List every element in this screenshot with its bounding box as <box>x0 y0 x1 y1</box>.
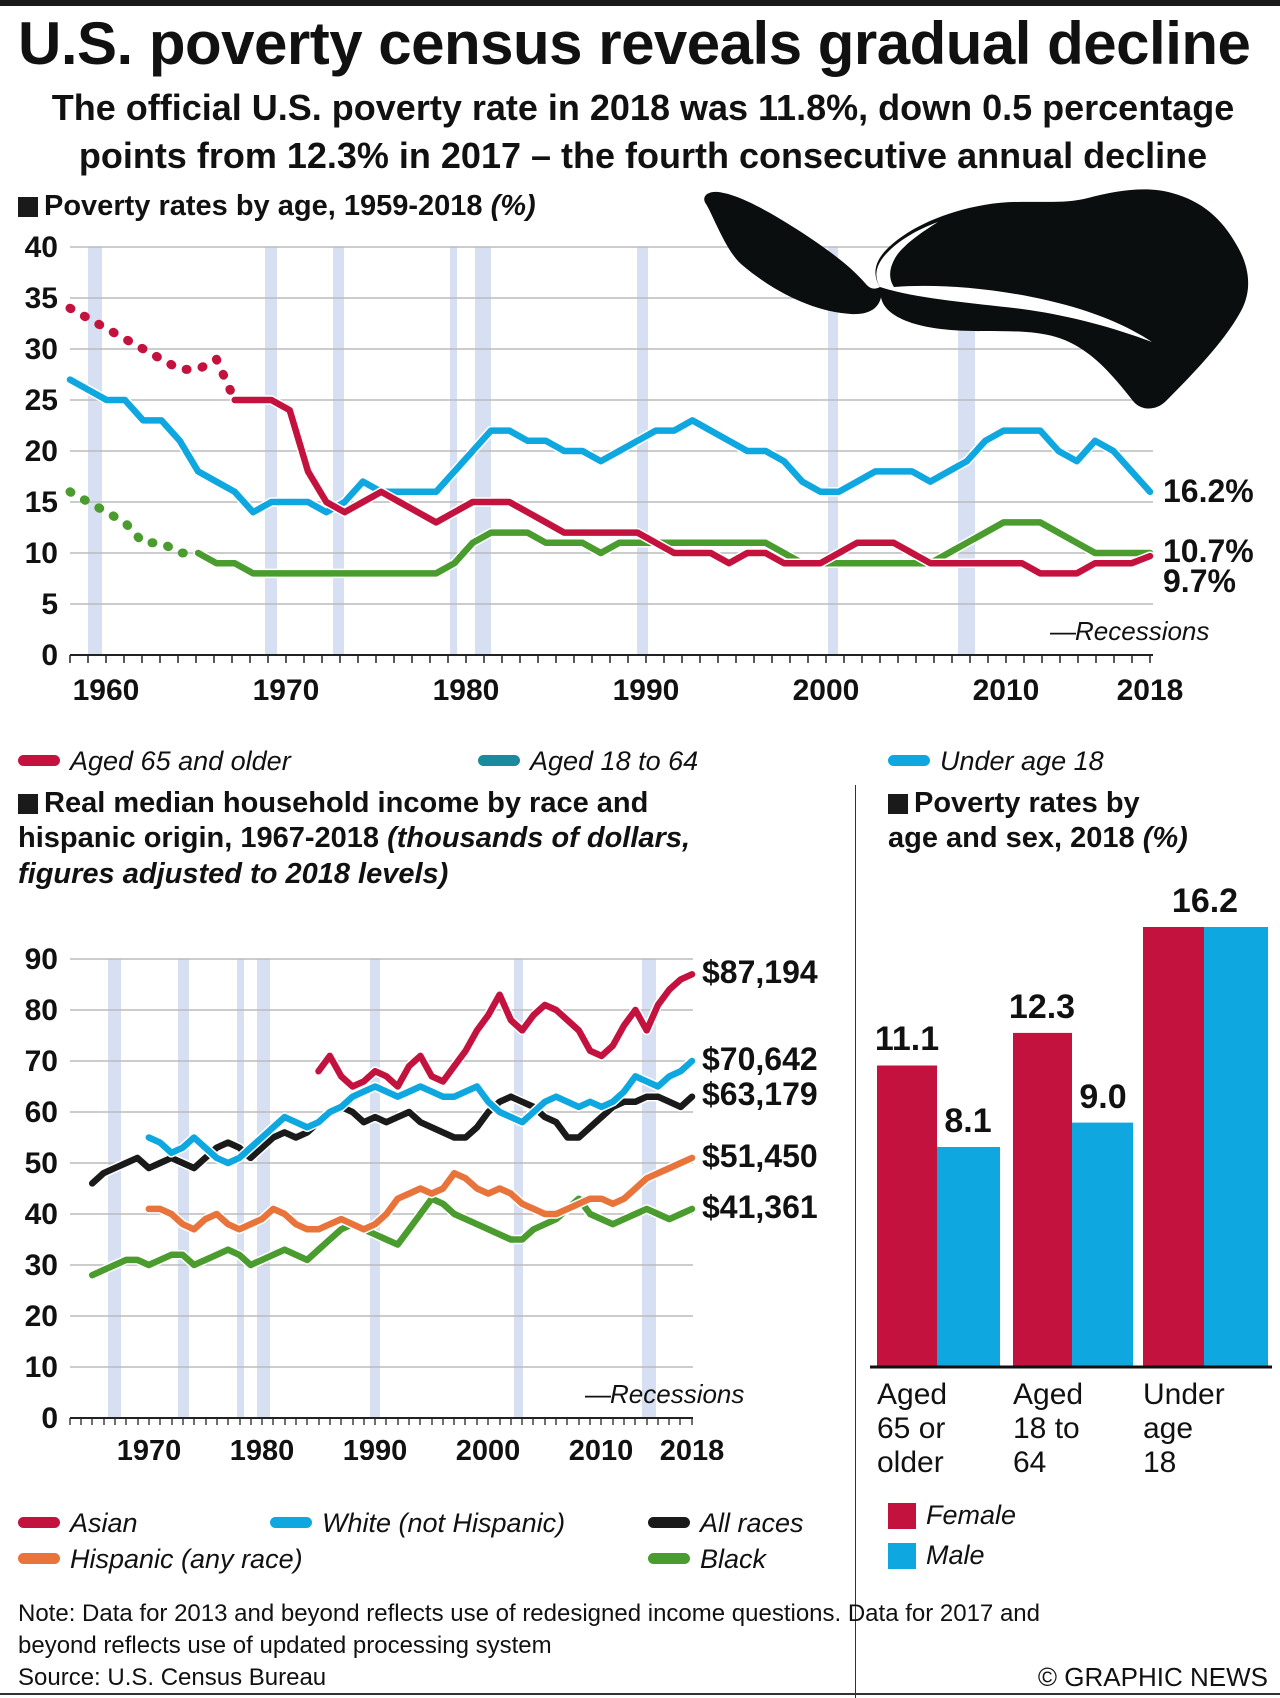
svg-text:65 or: 65 or <box>877 1412 945 1445</box>
svg-text:older: older <box>877 1446 944 1479</box>
svg-text:Aged: Aged <box>877 1378 947 1411</box>
svg-text:8.1: 8.1 <box>944 1102 991 1140</box>
svg-text:11.1: 11.1 <box>875 1020 939 1058</box>
svg-text:64: 64 <box>1013 1446 1046 1479</box>
svg-text:Under: Under <box>1143 1378 1225 1411</box>
svg-text:9.0: 9.0 <box>1079 1078 1126 1116</box>
svg-text:18: 18 <box>1143 1446 1176 1479</box>
svg-text:12.3: 12.3 <box>1009 988 1075 1026</box>
svg-text:Aged: Aged <box>1013 1378 1083 1411</box>
svg-text:16.2: 16.2 <box>1172 882 1238 920</box>
svg-text:18 to: 18 to <box>1013 1412 1080 1445</box>
svg-text:age: age <box>1143 1412 1193 1445</box>
